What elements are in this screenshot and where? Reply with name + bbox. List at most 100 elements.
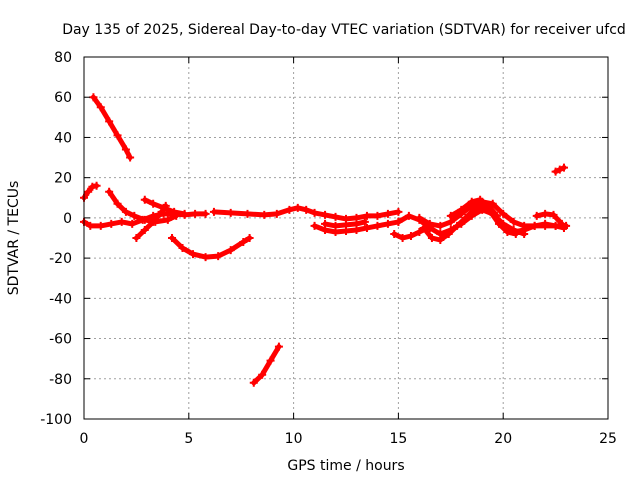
data-point [105,187,114,196]
data-point [302,205,311,214]
data-point [394,217,403,226]
data-point [551,221,560,230]
x-axis-label: GPS time / hours [287,458,404,474]
data-point [132,234,141,242]
data-point [178,244,187,253]
y-tick-label: -100 [40,412,72,428]
data-point [394,207,403,216]
data-point [89,93,98,102]
data-point [520,225,529,234]
data-point [509,217,518,226]
data-point [128,219,137,228]
data-point [140,225,149,234]
data-series [80,93,571,387]
data-point [427,234,436,242]
data-point [404,211,413,220]
y-tick-label: 40 [54,130,72,146]
x-tick-label: 15 [389,431,407,447]
data-point [321,210,330,219]
data-point [383,219,392,228]
data-point [551,167,560,176]
data-point [557,219,566,228]
data-point [113,131,122,140]
data-point [495,219,504,228]
data-point [121,207,130,216]
data-point [469,205,478,214]
data-point [113,199,122,208]
data-point [170,207,179,216]
data-point [559,163,568,172]
x-tick-label: 5 [184,431,193,447]
data-point [163,215,172,224]
data-point [266,356,275,365]
data-point [140,215,149,224]
data-point [243,209,252,218]
data-point [126,153,135,162]
data-point [293,203,302,212]
data-point [541,209,550,218]
data-point [140,195,149,204]
data-point [130,211,139,220]
data-point [188,250,197,259]
y-tick-label: -40 [49,291,72,307]
data-point [362,223,371,232]
y-tick-label: 20 [54,171,72,187]
data-point [362,211,371,220]
x-tick-label: 0 [80,431,89,447]
data-point [555,165,564,174]
data-point [84,187,93,196]
data-point [260,210,269,219]
data-point [342,220,350,229]
data-point [492,211,501,220]
data-point [86,221,95,230]
data-point [390,229,399,238]
data-point [310,208,319,217]
data-point [415,213,424,222]
data-point [549,210,558,219]
data-point [285,205,294,214]
data-point [425,219,434,228]
data-point [245,234,254,242]
axis-ticks: 0 5 10 15 20 25 -100 -80 -60 -40 -20 0 20 40 60 80 [40,50,617,447]
data-point [509,227,518,236]
data-point [415,227,424,236]
data-point [530,221,539,230]
data-point [383,209,392,218]
y-tick-label: 0 [63,211,72,227]
data-point [249,378,258,387]
data-point [373,211,382,220]
data-point [239,238,248,247]
data-point [436,221,445,230]
data-point [117,217,126,226]
y-tick-label: -60 [49,332,72,348]
data-point [214,252,223,261]
data-point [321,219,330,228]
data-point [226,246,235,255]
y-tick-label: 60 [54,90,72,106]
data-point [331,221,340,230]
series-arc-11 [251,344,282,386]
y-tick-label: -20 [49,251,72,267]
data-point [373,221,382,230]
y-tick-label: 80 [54,50,72,66]
data-point [484,201,493,210]
data-point [352,219,361,228]
data-point [476,195,485,204]
data-point [149,199,158,208]
data-point [121,145,130,154]
series-arc-18 [534,211,565,227]
data-point [457,205,466,214]
x-tick-label: 20 [494,431,512,447]
data-point [201,253,210,262]
data-point [180,209,189,218]
data-point [168,234,177,242]
x-tick-label: 10 [285,431,303,447]
data-point [88,182,97,191]
grid [84,57,608,419]
data-point [419,223,428,232]
data-point [107,219,116,228]
series-arc-7 [169,235,253,260]
data-point [360,217,369,226]
data-point [488,199,497,208]
